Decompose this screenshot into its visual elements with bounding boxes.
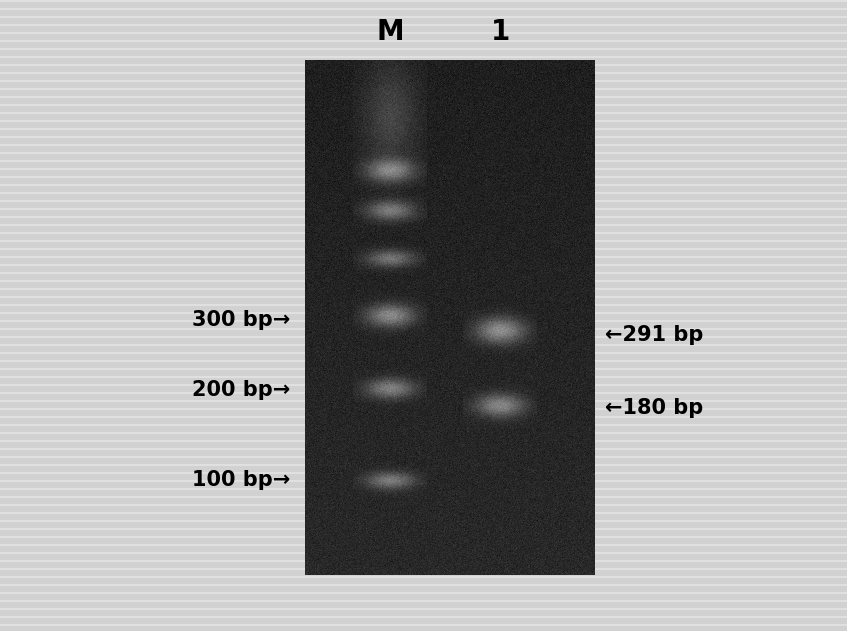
Text: 200 bp→: 200 bp→ (191, 380, 290, 400)
Text: M: M (376, 18, 404, 46)
Text: ←291 bp: ←291 bp (605, 325, 703, 345)
Text: 1: 1 (490, 18, 510, 46)
Text: 100 bp→: 100 bp→ (191, 470, 290, 490)
Text: ←180 bp: ←180 bp (605, 398, 703, 418)
Text: 300 bp→: 300 bp→ (191, 310, 290, 330)
